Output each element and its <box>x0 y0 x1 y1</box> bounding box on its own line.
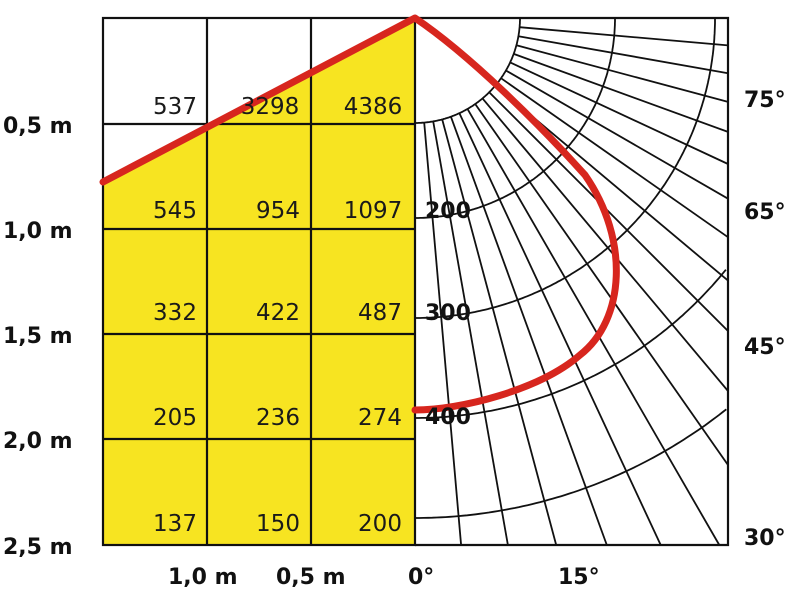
distance-label: 1,5 m <box>3 324 73 349</box>
distance-label: 1,0 m <box>3 219 73 244</box>
angle-label-0: 0° <box>408 565 434 590</box>
polar-ray <box>474 103 729 466</box>
polar-ray <box>500 77 729 238</box>
distance-label: 2,5 m <box>3 535 73 560</box>
angle-label: 30° <box>744 526 786 551</box>
angle-label-15: 15° <box>558 565 600 590</box>
polar-ray <box>518 35 729 75</box>
grid-value: 537 <box>153 94 197 120</box>
grid-value: 137 <box>153 511 197 537</box>
grid-value: 274 <box>358 405 402 431</box>
polar-arc <box>415 408 727 519</box>
illuminance-grid <box>101 16 417 547</box>
intensity-labels: 200 300 400 <box>425 199 471 430</box>
grid-values: 537 3298 4386 545 954 1097 332 422 487 2… <box>153 94 402 537</box>
grid-value: 150 <box>256 511 300 537</box>
polar-ray <box>488 91 729 332</box>
distance-label: 2,0 m <box>3 429 73 454</box>
angle-labels: 75° 65° 45° 30° <box>744 88 786 551</box>
grid-value: 1097 <box>344 198 403 224</box>
polar-ray <box>513 53 729 133</box>
illuminated-area <box>103 18 415 545</box>
intensity-label: 200 <box>425 199 471 224</box>
width-label: 1,0 m <box>168 565 238 590</box>
polar-ray <box>450 116 608 546</box>
polar-ray <box>481 97 729 392</box>
polar-ray <box>458 112 662 546</box>
angle-label: 45° <box>744 335 786 360</box>
distance-labels: 0,5 m 1,0 m 1,5 m 2,0 m 2,5 m <box>3 114 73 560</box>
grid-value: 3298 <box>241 94 300 120</box>
grid-value: 205 <box>153 405 197 431</box>
width-labels: 1,0 m 0,5 m 0° 15° <box>168 565 600 590</box>
polar-ray <box>423 122 462 546</box>
polar-ray <box>441 119 558 546</box>
polar-ray <box>505 69 729 200</box>
polar-ray <box>432 121 509 546</box>
intensity-label: 300 <box>425 301 471 326</box>
distance-label: 0,5 m <box>3 114 73 139</box>
grid-value: 954 <box>256 198 300 224</box>
polar-frame <box>415 16 730 547</box>
width-label: 0,5 m <box>276 565 346 590</box>
polar-ray <box>466 108 721 546</box>
grid-value: 236 <box>256 405 300 431</box>
polar-ray <box>519 26 729 47</box>
grid-value: 332 <box>153 300 197 326</box>
grid-value: 422 <box>256 300 300 326</box>
polar-arc <box>415 269 727 419</box>
angle-label: 75° <box>744 88 786 113</box>
angle-label: 65° <box>744 200 786 225</box>
grid-value: 4386 <box>344 94 403 120</box>
intensity-label: 400 <box>425 405 471 430</box>
luminous-intensity-curve <box>99 14 620 414</box>
grid-value: 545 <box>153 198 197 224</box>
grid-value: 200 <box>358 511 402 537</box>
polar-ray <box>509 61 729 165</box>
polar-ray <box>516 44 729 103</box>
grid-value: 487 <box>358 300 402 326</box>
polar-rays <box>423 26 729 546</box>
